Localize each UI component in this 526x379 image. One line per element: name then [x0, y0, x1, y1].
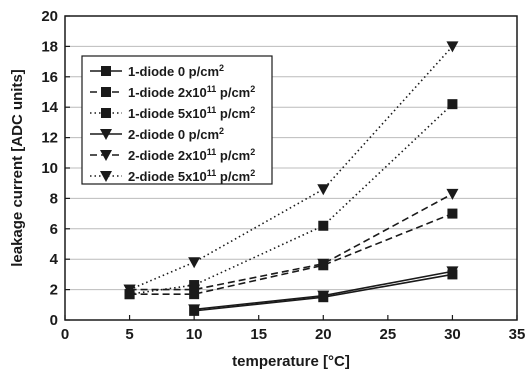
legend-label: 1-diode 0 p/cm2 [128, 63, 224, 79]
axis-ticks: 0 5 10 15 20 25 30 35 0 2 4 6 8 10 12 14 16 18 20 [41, 8, 525, 343]
series-line [129, 103, 453, 295]
data-point [317, 290, 330, 302]
x-tick-label: 5 [125, 326, 133, 343]
series-line [194, 270, 453, 311]
series-line [129, 193, 453, 291]
legend-label: 2-diode 2x1011 p/cm2 [128, 147, 255, 163]
data-point [123, 284, 136, 296]
series-4 [188, 266, 459, 316]
y-tick-label: 10 [41, 160, 58, 177]
x-tick-label: 20 [315, 326, 332, 343]
x-tick-label: 35 [509, 326, 526, 343]
data-point [446, 266, 459, 278]
data-point [447, 208, 458, 219]
data-point [317, 184, 330, 196]
legend-label: 2-diode 5x1011 p/cm2 [128, 168, 255, 184]
y-tick-label: 2 [50, 282, 58, 299]
legend-entry: 2-diode 5x1011 p/cm2 [90, 168, 255, 184]
legend-box [81, 55, 273, 185]
legend-entry: 1-diode 5x1011 p/cm2 [90, 105, 255, 121]
series-line [129, 212, 453, 295]
legend-entries: 1-diode 0 p/cm2 1-diode 2x1011 p/cm2 1-dio… [90, 63, 255, 184]
y-tick-label: 0 [50, 312, 58, 329]
legend-marker [101, 108, 111, 118]
legend-marker [101, 87, 111, 97]
legend-marker [100, 150, 112, 161]
data-point [446, 41, 459, 53]
legend-marker [100, 171, 112, 182]
x-tick-label: 25 [380, 326, 397, 343]
legend-label: 2-diode 0 p/cm2 [128, 126, 224, 142]
legend-marker [100, 129, 112, 140]
data-point [447, 99, 458, 110]
data-point [188, 257, 201, 269]
series-group [123, 41, 459, 316]
legend: 1-diode 0 p/cm2 1-diode 2x1011 p/cm2 1-dio… [81, 55, 273, 185]
data-point [318, 220, 329, 231]
y-tick-label: 20 [41, 8, 58, 25]
y-tick-label: 8 [50, 190, 58, 207]
series-6 [123, 41, 459, 296]
legend-label: 1-diode 2x1011 p/cm2 [128, 84, 255, 100]
x-tick-label: 15 [250, 326, 267, 343]
data-point [317, 258, 330, 270]
legend-marker [101, 66, 111, 76]
x-tick-label: 10 [186, 326, 203, 343]
y-tick-label: 14 [41, 99, 58, 116]
legend-entry: 2-diode 0 p/cm2 [90, 126, 224, 142]
x-axis-title: temperature [°C] [232, 353, 350, 370]
y-tick-label: 12 [41, 130, 58, 147]
data-point [188, 304, 201, 316]
x-tick-label: 0 [61, 326, 69, 343]
y-tick-label: 6 [50, 221, 58, 238]
legend-label: 1-diode 5x1011 p/cm2 [128, 105, 255, 121]
legend-entry: 1-diode 0 p/cm2 [90, 63, 224, 79]
x-tick-label: 30 [444, 326, 461, 343]
series-2 [124, 208, 458, 300]
series-line [129, 45, 454, 291]
legend-entry: 1-diode 2x1011 p/cm2 [90, 84, 255, 100]
data-point [188, 284, 201, 296]
y-tick-label: 18 [41, 38, 58, 55]
y-tick-label: 16 [41, 69, 58, 86]
y-tick-label: 4 [50, 251, 59, 268]
y-axis-title: leakage current [ADC units] [9, 69, 26, 267]
data-point [446, 188, 459, 200]
legend-entry: 2-diode 2x1011 p/cm2 [90, 147, 255, 163]
